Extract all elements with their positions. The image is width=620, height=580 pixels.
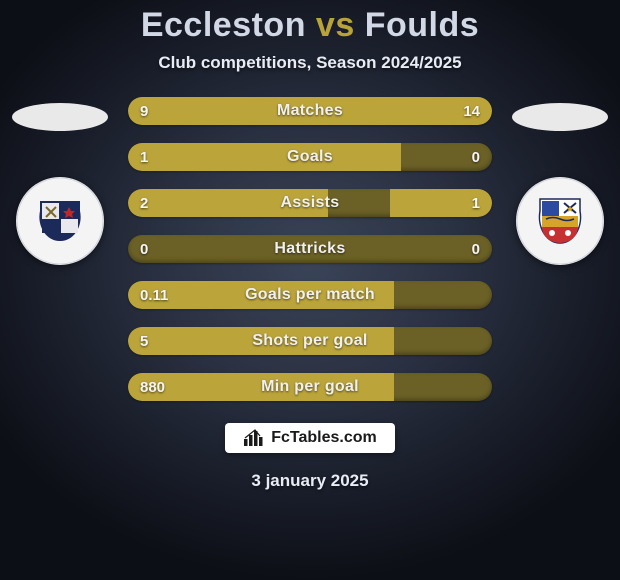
stat-value-left: 0 bbox=[140, 235, 148, 263]
club-crest-icon bbox=[516, 177, 604, 265]
stat-row: Min per goal880 bbox=[128, 373, 492, 401]
stat-label: Matches bbox=[128, 97, 492, 125]
main-row: Matches914Goals10Assists21Hattricks00Goa… bbox=[0, 97, 620, 401]
stat-row: Hattricks0 0 bbox=[128, 235, 492, 263]
stat-value-right: 14 bbox=[463, 97, 480, 125]
stat-value-left: 880 bbox=[140, 373, 165, 401]
page-title: Eccleston vs Foulds bbox=[141, 6, 479, 45]
stat-row: Matches9 14 bbox=[128, 97, 492, 125]
player-silhouette-right bbox=[510, 97, 610, 137]
stat-value-left: 0.11 bbox=[140, 281, 168, 309]
stat-row: Goals per match0.11 bbox=[128, 281, 492, 309]
title-vs: vs bbox=[316, 6, 355, 44]
stat-row: Assists2 1 bbox=[128, 189, 492, 217]
right-side bbox=[500, 97, 620, 265]
content-wrapper: Eccleston vs Foulds Club competitions, S… bbox=[0, 0, 620, 580]
stat-bars: Matches914Goals10Assists21Hattricks00Goa… bbox=[120, 97, 500, 401]
stat-value-left: 5 bbox=[140, 327, 148, 355]
stat-value-left: 2 bbox=[140, 189, 148, 217]
player-silhouette-left bbox=[10, 97, 110, 137]
stat-label: Goals bbox=[128, 143, 492, 171]
stat-label: Goals per match bbox=[128, 281, 492, 309]
bar-chart-icon bbox=[243, 429, 265, 447]
stat-label: Min per goal bbox=[128, 373, 492, 401]
stat-value-right: 1 bbox=[472, 189, 480, 217]
date-text: 3 january 2025 bbox=[251, 471, 368, 491]
footer-badge[interactable]: FcTables.com bbox=[225, 423, 395, 453]
stat-row: Goals1 0 bbox=[128, 143, 492, 171]
stat-label: Shots per goal bbox=[128, 327, 492, 355]
stat-label: Hattricks bbox=[128, 235, 492, 263]
stat-label: Assists bbox=[128, 189, 492, 217]
crest-left bbox=[16, 177, 104, 265]
left-side bbox=[0, 97, 120, 265]
stat-row: Shots per goal5 bbox=[128, 327, 492, 355]
stat-value-right: 0 bbox=[472, 143, 480, 171]
title-player2: Foulds bbox=[365, 6, 479, 44]
title-player1: Eccleston bbox=[141, 6, 306, 44]
subtitle: Club competitions, Season 2024/2025 bbox=[158, 53, 461, 73]
stat-value-right: 0 bbox=[472, 235, 480, 263]
footer-site-text: FcTables.com bbox=[271, 429, 377, 447]
crest-right bbox=[516, 177, 604, 265]
stat-value-left: 1 bbox=[140, 143, 148, 171]
barrow-crest-icon bbox=[16, 177, 104, 265]
stat-value-left: 9 bbox=[140, 97, 148, 125]
